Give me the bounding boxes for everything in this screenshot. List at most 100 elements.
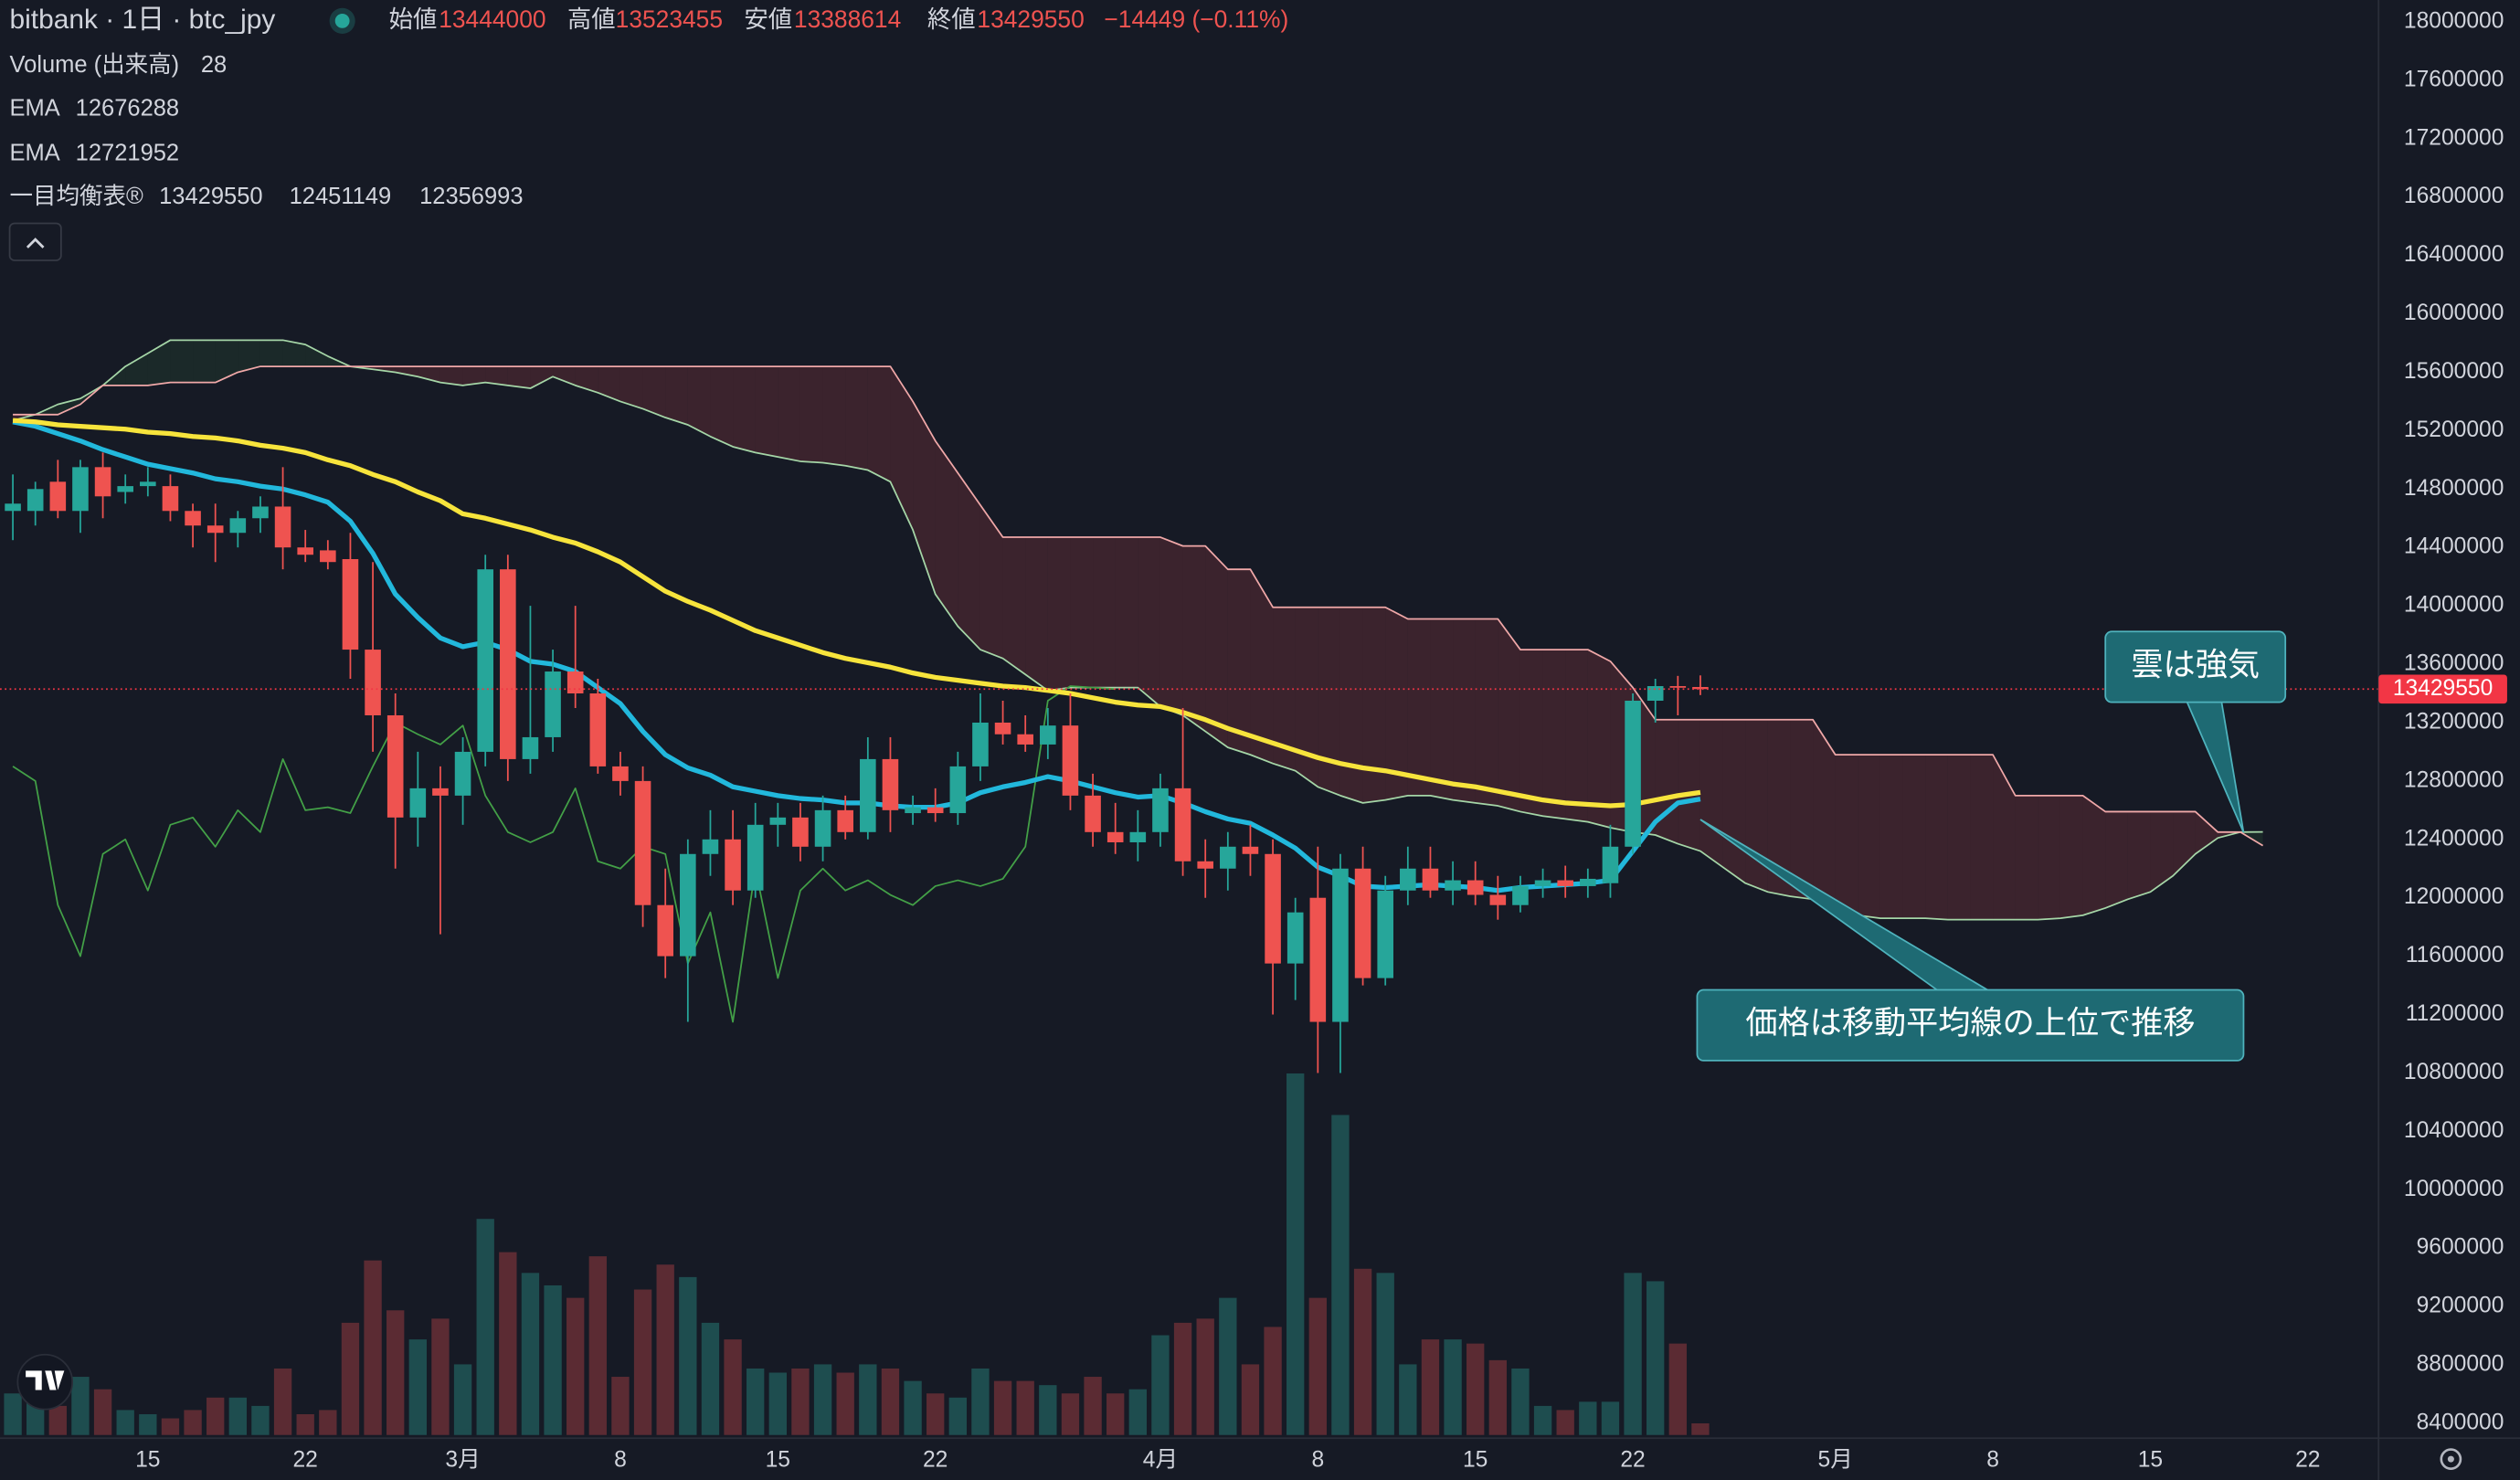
- volume-bar: [948, 1397, 967, 1435]
- volume-bar: [1691, 1422, 1710, 1435]
- legend-ema-value: 12676288: [76, 95, 179, 121]
- cloud-segment: [1879, 755, 1903, 919]
- cloud-segment: [799, 366, 823, 463]
- candle-body: [814, 809, 831, 847]
- candle-body: [454, 751, 471, 796]
- cloud-segment: [2015, 795, 2038, 920]
- leading-span-b: [13, 365, 2264, 847]
- candle-body: [320, 550, 336, 563]
- volume-bar: [1016, 1380, 1034, 1435]
- cloud-segment: [530, 366, 554, 389]
- y-tick-label: 18000000: [2404, 8, 2504, 33]
- cloud-segment: [619, 366, 643, 409]
- legend-ichimoku: 一目均衡表®: [10, 184, 144, 209]
- volume-bar: [1264, 1327, 1282, 1435]
- cloud-segment: [1070, 537, 1094, 688]
- cloud-segment: [1813, 719, 1836, 908]
- volume-bar: [1488, 1359, 1507, 1435]
- volume-bar: [1308, 1297, 1327, 1435]
- volume-bar: [926, 1393, 945, 1435]
- candle-body: [1106, 831, 1124, 842]
- candle-body: [1197, 861, 1213, 869]
- last-price-badge: [2378, 674, 2507, 704]
- x-tick-label: 22: [293, 1447, 318, 1472]
- cloud-segment: [395, 366, 418, 377]
- cloud-segment: [507, 366, 531, 389]
- cloud-segment: [170, 340, 194, 383]
- candle-body: [1400, 868, 1416, 891]
- candle-body: [612, 766, 629, 781]
- cloud-segment: [1453, 618, 1476, 803]
- volume-bar: [881, 1368, 900, 1435]
- candle-body: [1309, 897, 1327, 1022]
- legend-span-b-value: 12356993: [419, 184, 523, 209]
- candle-body: [1129, 831, 1147, 842]
- volume-bar: [251, 1405, 270, 1435]
- candle-body: [1152, 788, 1169, 832]
- candle-body: [1580, 878, 1596, 886]
- volume-bar: [1331, 1115, 1350, 1435]
- cloud-segment: [1858, 755, 1880, 919]
- candle-body: [140, 481, 156, 487]
- volume-bar: [139, 1413, 157, 1435]
- volume-bar: [1646, 1281, 1665, 1435]
- cloud-segment: [259, 340, 283, 367]
- collapse-button[interactable]: [8, 222, 62, 261]
- tradingview-logo[interactable]: [16, 1353, 74, 1411]
- legend-ema: EMA: [10, 141, 60, 166]
- volume-bar: [633, 1289, 652, 1435]
- cloud-segment: [845, 366, 868, 470]
- candle-body: [1242, 846, 1259, 854]
- volume-bar: [341, 1322, 360, 1435]
- cloud-segment: [1565, 650, 1588, 822]
- x-tick-label: 8: [1311, 1447, 1324, 1472]
- volume-bar: [1241, 1364, 1260, 1435]
- volume-bar: [1421, 1339, 1440, 1435]
- volume-bar: [656, 1264, 674, 1435]
- callout-text: 雲は強気: [2131, 647, 2260, 682]
- candle-body: [1489, 894, 1507, 905]
- candle-body: [769, 817, 787, 825]
- volume-bar: [724, 1339, 742, 1435]
- y-tick-label: 17200000: [2404, 125, 2504, 150]
- cloud-segment: [1093, 537, 1116, 688]
- volume-bar: [904, 1380, 922, 1435]
- cloud-segment: [2038, 795, 2060, 920]
- candle-body: [1557, 880, 1573, 886]
- callout-box: [1696, 988, 2245, 1062]
- settings-button[interactable]: [2440, 1448, 2462, 1470]
- low-label: 安値: [744, 5, 792, 33]
- cloud-segment: [1138, 537, 1160, 707]
- cloud-segment: [485, 366, 508, 386]
- cloud-segment: [733, 366, 756, 453]
- candle-body: [972, 722, 989, 766]
- cloud-segment: [1835, 755, 1858, 915]
- status-dot: [334, 13, 350, 28]
- candle-body: [365, 650, 381, 715]
- y-tick-label: 8400000: [2417, 1410, 2504, 1434]
- candle-body: [1040, 725, 1056, 745]
- cloud-segment: [1767, 719, 1791, 897]
- collapse-button-box[interactable]: [8, 222, 62, 261]
- candle-body: [409, 788, 427, 818]
- cloud-segment: [665, 366, 688, 425]
- logo-circle[interactable]: [16, 1353, 74, 1411]
- callout-text: 価格は移動平均線の上位で推移: [1745, 1006, 2195, 1041]
- settings-icon[interactable]: [2440, 1448, 2462, 1470]
- volume-bar: [116, 1410, 134, 1435]
- x-tick-label: 22: [2295, 1447, 2320, 1472]
- cloud-segment: [553, 366, 576, 386]
- volume-bar: [1601, 1401, 1620, 1435]
- cloud-segment: [1205, 545, 1228, 748]
- cloud-segment: [1655, 719, 1678, 844]
- x-tick-label: 22: [923, 1447, 948, 1472]
- cloud-segment: [755, 366, 778, 458]
- y-tick-label: 14400000: [2404, 534, 2504, 559]
- candle-body: [5, 503, 21, 512]
- cloud-segment: [462, 366, 486, 386]
- open-label: 始値: [389, 5, 438, 33]
- volume-bar: [206, 1397, 225, 1435]
- candle-body: [500, 569, 516, 759]
- cloud-segment: [1430, 618, 1454, 800]
- candle-body: [72, 467, 89, 512]
